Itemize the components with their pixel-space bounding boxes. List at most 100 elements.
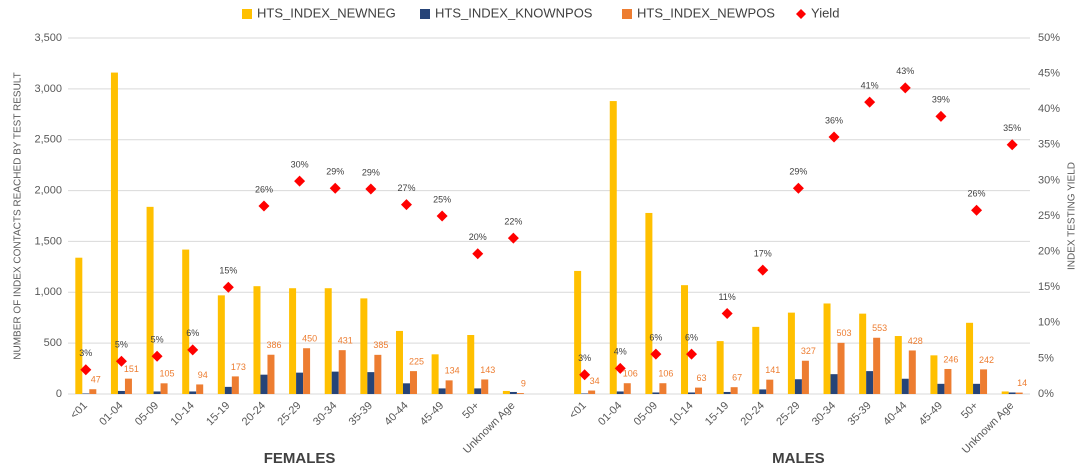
bar [196, 384, 204, 394]
data-label: 63 [697, 373, 707, 383]
data-label: 225 [409, 356, 424, 366]
x-tick-label: 20-24 [739, 400, 767, 428]
point [721, 308, 733, 320]
bar [89, 389, 97, 394]
legend-swatch [420, 9, 430, 19]
x-tick-label: 50+ [959, 400, 981, 422]
bar [253, 286, 261, 394]
data-label: 327 [801, 346, 816, 356]
data-label: 41% [861, 80, 879, 90]
bar [374, 354, 382, 394]
data-label: 105 [160, 369, 175, 379]
data-label: 43% [896, 66, 914, 76]
bar [409, 371, 417, 394]
data-label: 26% [255, 184, 273, 194]
bar [1015, 392, 1023, 394]
x-tick-label: 30-34 [311, 400, 339, 428]
point [80, 364, 92, 376]
data-label: 173 [231, 362, 246, 372]
group-label: FEMALES [264, 450, 336, 467]
bar [645, 212, 653, 394]
data-label: 431 [338, 336, 353, 346]
bar [1001, 391, 1009, 394]
point [828, 131, 840, 143]
data-label: 246 [943, 354, 958, 364]
bar [182, 249, 190, 394]
data-label: 106 [623, 369, 638, 379]
bar [716, 341, 724, 394]
x-tick-label: 20-24 [240, 400, 268, 428]
y2-tick-label: 35% [1038, 139, 1060, 151]
x-tick-label: 45-49 [418, 400, 446, 428]
bar [659, 383, 667, 394]
y2-tick-label: 25% [1038, 210, 1060, 222]
data-label: 6% [649, 333, 662, 343]
legend-label: HTS_INDEX_KNOWNPOS [435, 5, 593, 20]
bar [616, 391, 624, 394]
point [436, 210, 448, 222]
bar [509, 391, 517, 394]
bar [75, 257, 83, 394]
x-tick-label: 05-09 [133, 400, 161, 428]
bar [82, 393, 90, 394]
data-label: 6% [685, 333, 698, 343]
bar [153, 391, 161, 394]
bar [980, 369, 988, 394]
data-label: 34 [590, 376, 600, 386]
bar [759, 389, 767, 394]
y-tick-label: 2,000 [34, 184, 62, 196]
data-label: 553 [872, 323, 887, 333]
bar [730, 387, 738, 394]
bar [502, 390, 510, 394]
bar [823, 303, 831, 394]
bar [894, 336, 902, 394]
bar [937, 383, 945, 394]
point [614, 362, 626, 374]
data-label: 503 [837, 328, 852, 338]
bar [189, 391, 197, 394]
x-tick-label: 35-39 [347, 400, 375, 428]
group-label: MALES [772, 450, 825, 467]
bar [117, 390, 125, 394]
data-label: 35% [1003, 123, 1021, 133]
point [472, 248, 484, 260]
data-label: 5% [115, 340, 128, 350]
bar [516, 393, 524, 394]
bar [801, 360, 809, 394]
y2-tick-label: 40% [1038, 103, 1060, 115]
bar [623, 383, 631, 394]
data-label: 30% [291, 159, 309, 169]
x-tick-label: 45-49 [917, 400, 945, 428]
bar [146, 206, 154, 394]
point [792, 182, 804, 194]
bar [217, 295, 225, 394]
x-tick-label: 10-14 [667, 400, 695, 428]
data-label: 385 [373, 340, 388, 350]
data-label: 17% [754, 248, 772, 258]
data-label: 22% [504, 216, 522, 226]
bar [1008, 392, 1016, 394]
bar [260, 374, 268, 394]
data-label: 143 [480, 365, 495, 375]
bar [859, 313, 867, 394]
y2-axis-label: INDEX TESTING YIELD [1067, 162, 1078, 270]
bar [110, 72, 118, 394]
data-label: 29% [326, 167, 344, 177]
bar [324, 288, 332, 394]
data-label: 36% [825, 115, 843, 125]
x-tick-label: <01 [567, 400, 589, 422]
point [935, 110, 947, 122]
bar [296, 372, 304, 394]
point [187, 344, 199, 356]
legend-label: HTS_INDEX_NEWPOS [637, 5, 775, 20]
bar [695, 387, 703, 394]
x-tick-label: 35-39 [845, 400, 873, 428]
x-tick-label: 40-44 [382, 400, 410, 428]
x-tick-label: 25-29 [275, 400, 303, 428]
y-tick-label: 2,500 [34, 134, 62, 146]
y-tick-label: 1,000 [34, 286, 62, 298]
x-tick-label: 15-19 [204, 400, 232, 428]
legend-label: HTS_INDEX_NEWNEG [257, 5, 396, 20]
bar [966, 322, 974, 394]
x-tick-label: 01-04 [97, 400, 125, 428]
